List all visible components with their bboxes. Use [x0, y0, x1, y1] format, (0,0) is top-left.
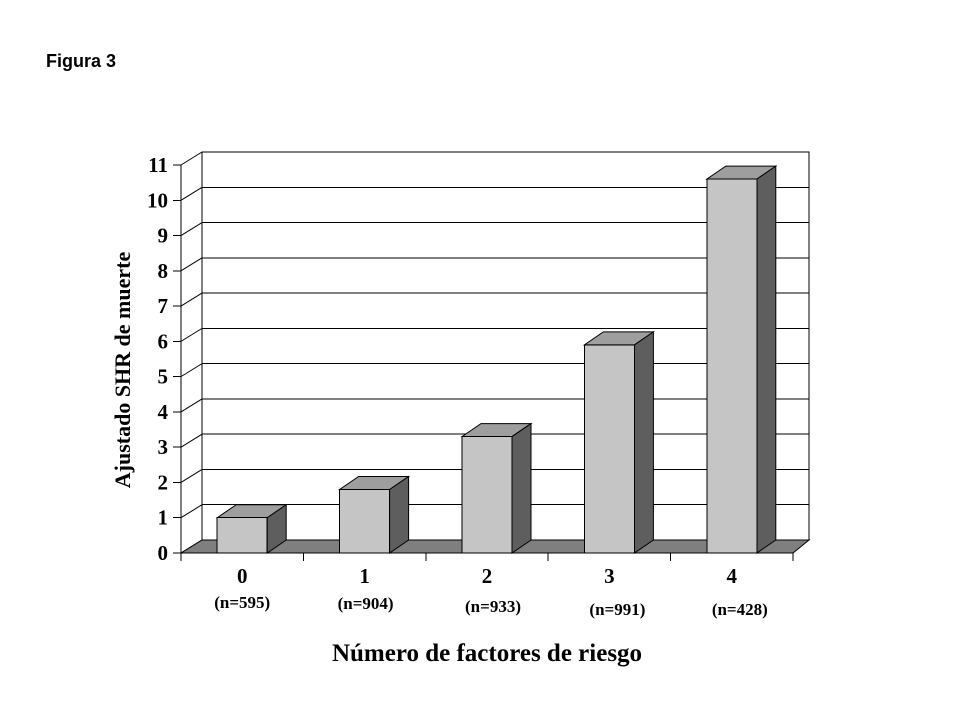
y-tick-label: 5 — [158, 365, 169, 389]
bar-side-face — [389, 475, 410, 554]
category-n-label: (n=933) — [465, 597, 521, 616]
category-n-label: (n=991) — [589, 600, 645, 619]
grid-depth-connector — [180, 151, 203, 166]
grid-depth-connector — [180, 433, 203, 448]
y-tick-label: 1 — [158, 506, 169, 530]
y-tick-label: 6 — [158, 329, 169, 353]
y-tick-label: 2 — [158, 470, 169, 494]
grid-depth-connector — [180, 363, 203, 378]
bar-front-face — [706, 178, 758, 554]
category-n-label: (n=428) — [712, 600, 768, 619]
category-n-label: (n=595) — [214, 593, 270, 612]
y-tick-label: 7 — [158, 294, 169, 318]
y-tick-label: 11 — [148, 153, 168, 177]
grid-depth-connector — [180, 504, 203, 519]
bar-side-face — [633, 330, 654, 554]
bar-side-face — [756, 165, 777, 554]
bar-front-face — [339, 489, 391, 554]
category-label: 3 — [604, 564, 615, 588]
figure-title: Figura 3 — [46, 51, 117, 71]
y-tick-label: 3 — [158, 435, 169, 459]
grid-depth-connector — [180, 292, 203, 307]
bar-side-face — [511, 422, 532, 554]
bar-front-face — [216, 517, 268, 554]
grid-depth-connector — [180, 257, 203, 272]
grid-depth-connector — [180, 398, 203, 413]
x-axis-title: Número de factores de riesgo — [332, 640, 642, 667]
category-label: 0 — [237, 564, 248, 588]
grid-depth-connector — [180, 222, 203, 236]
y-tick-label: 4 — [158, 400, 169, 424]
bar-front-face — [461, 436, 513, 554]
grid-depth-connector — [180, 186, 203, 201]
category-label: 1 — [359, 564, 370, 588]
y-axis-title: Ajustado SHR de muerte — [110, 252, 135, 489]
grid-depth-connector — [180, 469, 203, 483]
y-tick-label: 8 — [158, 259, 169, 283]
y-tick-label: 0 — [158, 541, 169, 565]
category-label: 2 — [482, 564, 493, 588]
bar-front-face — [583, 344, 635, 554]
y-tick-label: 9 — [158, 224, 169, 248]
category-label: 4 — [727, 564, 738, 588]
y-tick-label: 10 — [147, 188, 168, 212]
category-n-label: (n=904) — [338, 594, 394, 613]
grid-depth-connector — [180, 327, 203, 342]
